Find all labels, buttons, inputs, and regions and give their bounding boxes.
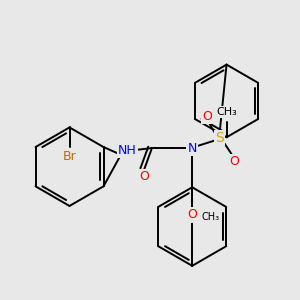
Text: CH₃: CH₃	[201, 212, 219, 222]
Text: Br: Br	[63, 150, 76, 164]
Text: O: O	[230, 155, 239, 168]
Text: N: N	[188, 142, 197, 154]
Text: O: O	[202, 110, 212, 123]
Text: CH₃: CH₃	[216, 107, 237, 117]
Text: O: O	[139, 170, 149, 183]
Text: O: O	[187, 208, 197, 221]
Text: S: S	[215, 131, 224, 145]
Text: NH: NH	[118, 143, 137, 157]
